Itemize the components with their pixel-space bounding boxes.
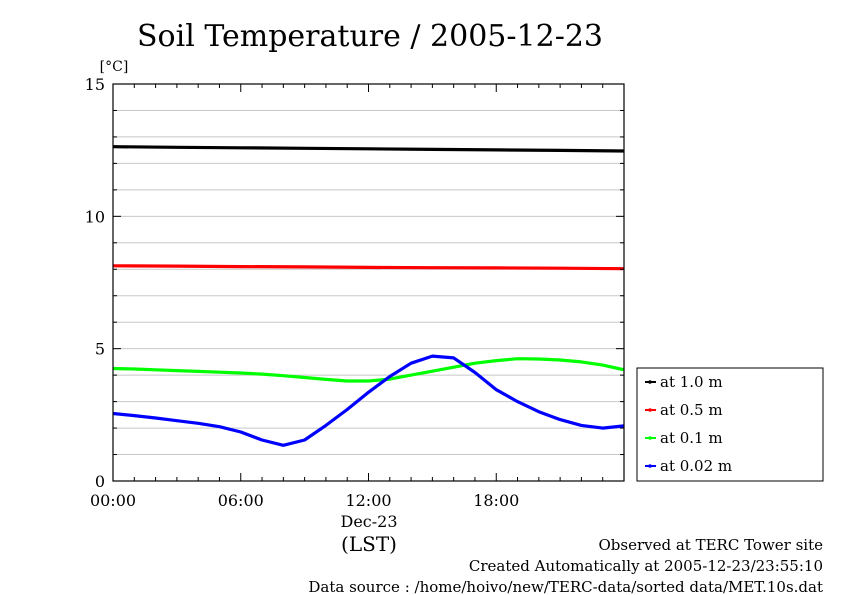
series-line-3 bbox=[113, 354, 624, 447]
x-tick-label: 00:00 bbox=[90, 491, 136, 510]
y-tick-label: 15 bbox=[85, 75, 105, 94]
x-tick-label: 18:00 bbox=[473, 491, 519, 510]
x-axis-label: (LST) bbox=[341, 532, 397, 556]
y-tick-label: 0 bbox=[95, 472, 105, 491]
series-lines bbox=[113, 145, 624, 447]
legend-label: at 0.5 m bbox=[660, 401, 723, 419]
grid-lines bbox=[113, 109, 624, 456]
legend-label: at 0.02 m bbox=[660, 457, 732, 475]
y-tick-label: 5 bbox=[95, 340, 105, 359]
x-tick-label: 12:00 bbox=[345, 491, 391, 510]
footer-observed: Observed at TERC Tower site bbox=[598, 536, 823, 554]
y-axis-ticks: 0 5 10 15 bbox=[85, 75, 624, 491]
legend: at 1.0 m at 0.5 m at 0.1 m at 0.02 m bbox=[645, 373, 732, 475]
date-label: Dec-23 bbox=[340, 512, 397, 531]
x-axis-ticks: 00:00 06:00 12:00 18:00 bbox=[90, 84, 625, 510]
y-tick-label: 10 bbox=[85, 207, 105, 226]
series-line-1 bbox=[113, 264, 624, 271]
footer-created: Created Automatically at 2005-12-23/23:5… bbox=[469, 557, 823, 575]
series-line-0 bbox=[113, 145, 624, 153]
footer-source: Data source : /home/hoivo/new/TERC-data/… bbox=[308, 578, 823, 595]
legend-swatch-dot bbox=[648, 464, 652, 468]
y-axis-unit: [°C] bbox=[100, 59, 129, 75]
legend-label: at 1.0 m bbox=[660, 373, 723, 391]
legend-label: at 0.1 m bbox=[660, 429, 723, 447]
x-tick-label: 06:00 bbox=[218, 491, 264, 510]
legend-swatch-dot bbox=[648, 408, 652, 412]
legend-swatch-dot bbox=[648, 436, 652, 440]
chart-title: Soil Temperature / 2005-12-23 bbox=[137, 19, 603, 54]
series-line-2 bbox=[113, 357, 624, 383]
legend-swatch-dot bbox=[648, 380, 652, 384]
legend-box bbox=[636, 367, 824, 482]
